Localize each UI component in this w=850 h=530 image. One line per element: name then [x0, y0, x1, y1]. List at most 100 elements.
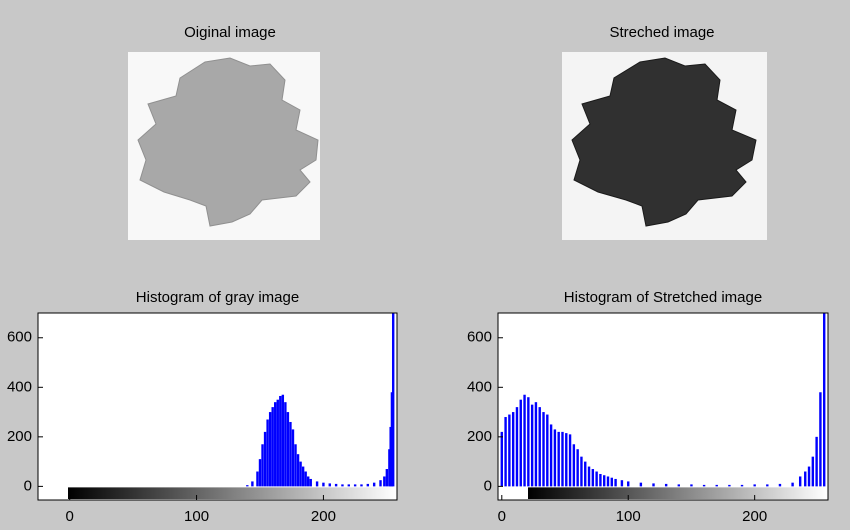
bar — [639, 482, 643, 487]
bar — [778, 483, 782, 487]
bar — [511, 412, 515, 487]
bar — [388, 449, 391, 487]
y-tick-label: 0 — [24, 477, 32, 494]
bar — [322, 482, 325, 487]
bar — [766, 484, 769, 487]
x-tick-label: 100 — [184, 508, 209, 525]
bar — [819, 392, 822, 487]
bar — [599, 473, 602, 487]
bar — [591, 469, 595, 487]
bar — [383, 476, 386, 487]
bar — [595, 471, 598, 487]
bar — [606, 476, 610, 487]
bar — [500, 431, 503, 487]
bar — [530, 404, 534, 487]
bar — [690, 484, 693, 487]
bar — [728, 484, 731, 487]
y-tick-label: 400 — [7, 378, 32, 395]
bar — [580, 456, 583, 487]
bar — [281, 394, 285, 487]
bar — [587, 466, 591, 487]
bar — [546, 414, 549, 487]
bar — [542, 412, 545, 487]
bar — [372, 482, 376, 487]
bar — [515, 407, 519, 487]
bar — [538, 407, 541, 487]
bar — [315, 481, 319, 487]
bar — [279, 395, 282, 487]
bar — [553, 429, 557, 487]
chart-title: Histogram of Stretched image — [564, 289, 762, 306]
image-title: Oiginal image — [184, 24, 276, 41]
bar — [263, 431, 267, 487]
bar — [256, 471, 259, 487]
plot-area — [38, 313, 397, 500]
bar — [504, 417, 507, 487]
bar — [652, 483, 655, 487]
bar — [815, 436, 818, 487]
bar — [271, 407, 274, 487]
bar — [294, 444, 297, 487]
bar — [584, 461, 587, 487]
y-tick-label: 200 — [7, 428, 32, 445]
bar — [823, 313, 826, 487]
bar — [341, 484, 344, 487]
bar — [798, 476, 802, 487]
bar — [246, 485, 249, 487]
bar — [576, 449, 579, 487]
bar — [664, 483, 668, 487]
bar — [620, 480, 624, 487]
y-tick-label: 200 — [467, 428, 492, 445]
bar — [307, 476, 310, 487]
y-tick-label: 600 — [467, 329, 492, 346]
bar — [304, 471, 307, 487]
plot-area — [498, 313, 828, 500]
bar — [266, 419, 269, 487]
bar — [527, 397, 530, 487]
bar — [572, 444, 576, 487]
bar — [610, 477, 613, 487]
bar — [309, 478, 312, 487]
colorbar — [68, 487, 396, 499]
bar — [603, 475, 606, 487]
x-tick-label: 100 — [616, 508, 641, 525]
colorbar — [528, 487, 827, 499]
bar — [811, 456, 815, 487]
bar — [561, 431, 564, 487]
bar — [328, 483, 331, 487]
bar — [519, 399, 522, 487]
bar — [508, 414, 511, 487]
bar — [804, 471, 807, 487]
bar — [677, 484, 681, 487]
bar — [289, 421, 292, 487]
bar — [296, 454, 300, 487]
bar — [549, 424, 553, 487]
bar — [390, 392, 394, 487]
chart-title: Histogram of gray image — [136, 289, 299, 306]
bar — [347, 484, 350, 487]
bar — [261, 444, 264, 487]
bar — [702, 484, 706, 487]
bar — [627, 481, 630, 487]
bar — [565, 433, 568, 487]
leaf — [137, 57, 319, 227]
bar — [299, 461, 302, 487]
bar — [360, 484, 363, 487]
bar — [286, 412, 290, 487]
bar — [379, 480, 382, 487]
bar — [807, 466, 811, 487]
bar — [614, 478, 617, 487]
axes-box — [497, 312, 829, 501]
bar — [385, 469, 389, 487]
axes-box — [37, 312, 398, 501]
bar — [791, 482, 794, 487]
bar — [284, 402, 287, 487]
bar — [301, 466, 305, 487]
bar — [274, 402, 277, 487]
bar — [291, 429, 295, 487]
bar — [353, 484, 357, 487]
y-tick-label: 600 — [7, 329, 32, 346]
bar — [258, 459, 262, 487]
bar — [334, 483, 338, 487]
